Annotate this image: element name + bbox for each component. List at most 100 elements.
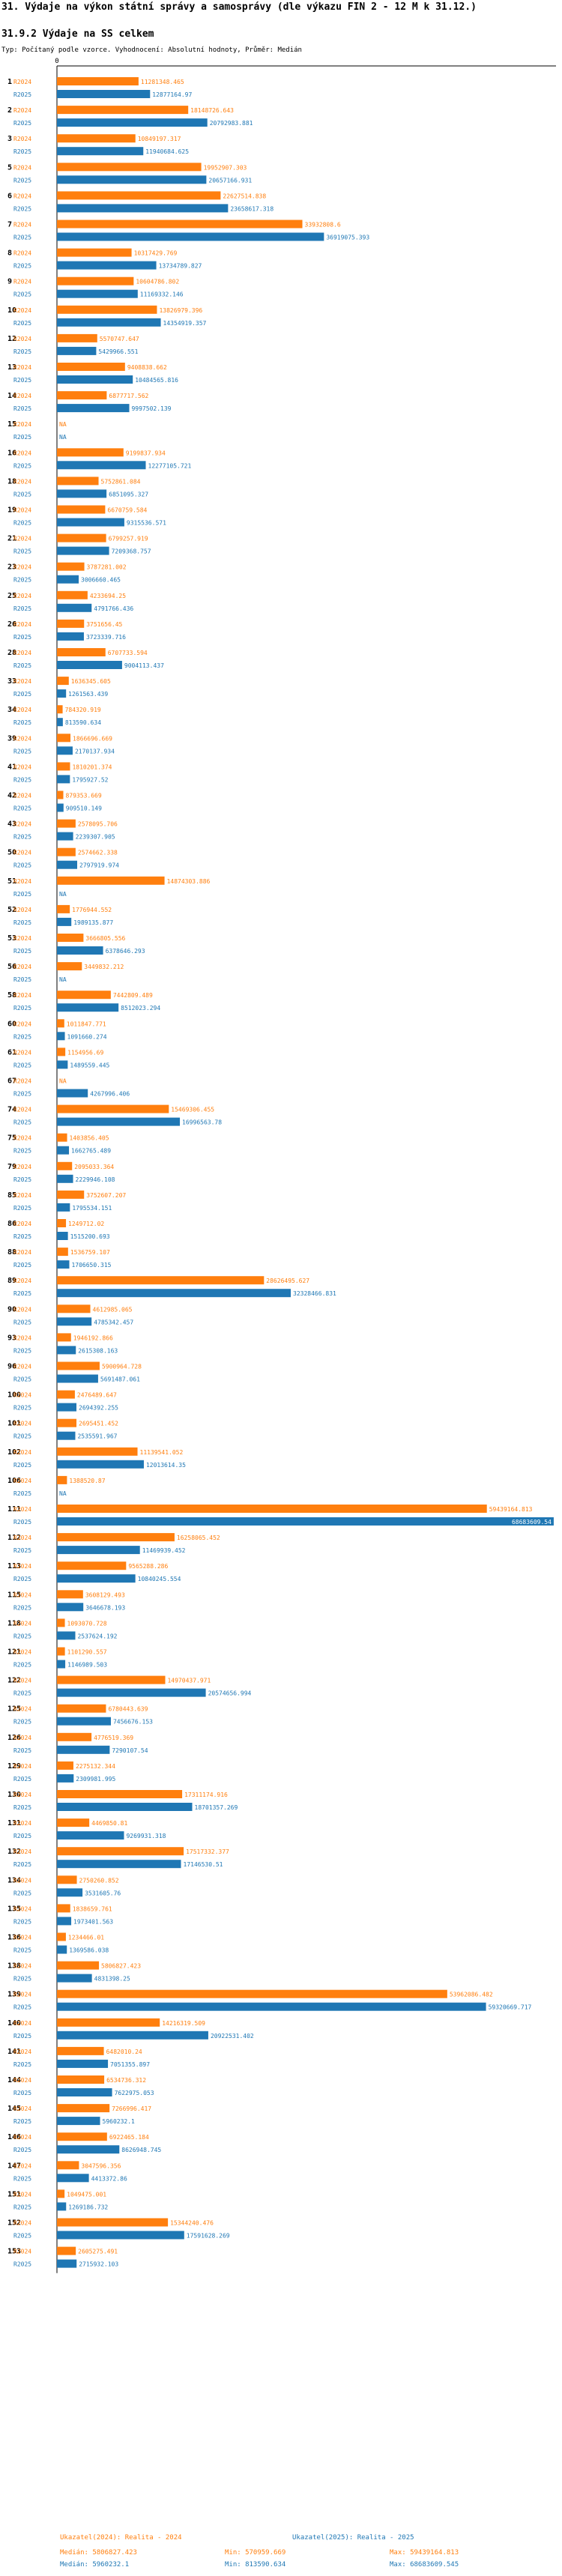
- legend-r2025: Ukazatel(2025): Realita - 2025: [292, 2534, 414, 2542]
- category-label: 7: [7, 221, 12, 229]
- category-label: 121: [7, 1648, 21, 1657]
- category-label: 34: [7, 706, 16, 714]
- category-label: 28: [7, 649, 16, 657]
- page-title: 31. Výdaje na výkon státní správy a samo…: [1, 1, 477, 13]
- category-label: 25: [7, 592, 16, 600]
- category-label: 43: [7, 820, 16, 829]
- data-label: 1369586.038: [69, 1947, 109, 1954]
- data-label: 1489559.445: [70, 1062, 109, 1068]
- category-label: 85: [7, 1191, 16, 1200]
- series-label: R2024: [13, 1049, 31, 1056]
- data-label: 2605275.491: [78, 2249, 118, 2255]
- series-label: R2024: [13, 107, 31, 114]
- data-label: 5429966.551: [98, 348, 138, 355]
- bar-r2024: [57, 847, 76, 856]
- data-label: 3646678.193: [85, 1604, 125, 1611]
- data-label: 2229946.108: [76, 1176, 115, 1183]
- bar-r2024: [57, 363, 125, 371]
- data-label: 6707733.594: [108, 650, 148, 656]
- bar-r2025: [57, 632, 84, 641]
- data-label: 6922465.184: [109, 2134, 149, 2141]
- category-label: 8: [7, 250, 12, 258]
- category-label: 9: [7, 278, 12, 286]
- bar-r2025: [57, 1146, 70, 1155]
- bar-r2025: [57, 546, 109, 555]
- data-label: 1093070.728: [67, 1620, 107, 1627]
- series-label: R2024: [13, 992, 31, 999]
- bar-r2024: [57, 2189, 65, 2198]
- bar-r2024: [57, 391, 107, 400]
- chart-subtitle: 31.9.2 Výdaje na SS celkem: [1, 28, 154, 40]
- data-label: 3047596.356: [81, 2162, 121, 2169]
- series-label: R2025: [13, 520, 31, 527]
- category-label: 61: [7, 1048, 16, 1056]
- data-label: 3787281.002: [87, 564, 127, 571]
- data-label: 2170137.934: [75, 748, 115, 755]
- bar-r2025: [57, 1774, 74, 1783]
- data-label: 19952907.303: [204, 164, 247, 171]
- bar-r2025: [57, 917, 72, 926]
- category-label: 86: [7, 1220, 16, 1228]
- category-label: 5: [7, 163, 12, 172]
- series-label: R2024: [13, 393, 31, 399]
- data-label: 3608129.493: [85, 1591, 125, 1598]
- category-label: 10: [7, 306, 16, 315]
- bar-r2024: [57, 1190, 85, 1199]
- category-label: 126: [7, 1734, 21, 1742]
- bar-r2025: [57, 404, 130, 413]
- series-label: R2024: [13, 1192, 31, 1199]
- category-label: 60: [7, 1020, 16, 1028]
- series-label: R2025: [13, 1347, 31, 1354]
- category-label: 96: [7, 1363, 16, 1371]
- series-label: R2024: [13, 2134, 31, 2141]
- bar-r2024: [57, 619, 85, 628]
- series-label: R2025: [13, 891, 31, 898]
- category-label: 14: [7, 392, 16, 400]
- series-label: R2025: [13, 1519, 31, 1526]
- category-label: 145: [7, 2105, 21, 2113]
- series-label: R2024: [13, 964, 31, 970]
- bar-r2024: [57, 1904, 70, 1913]
- category-label: 41: [7, 763, 16, 771]
- data-label: 1838659.761: [73, 1905, 112, 1912]
- data-label: 1146989.503: [67, 1662, 107, 1669]
- category-label: 90: [7, 1305, 16, 1313]
- data-label: 5900964.728: [102, 1364, 142, 1370]
- category-label: 89: [7, 1277, 16, 1285]
- category-label: 134: [7, 1876, 21, 1884]
- category-label: 50: [7, 849, 16, 857]
- series-label: R2024: [13, 2105, 31, 2112]
- category-label: 53: [7, 934, 16, 943]
- data-label: 3723339.716: [86, 634, 126, 641]
- bar-r2025: [57, 346, 97, 355]
- data-label: 6851095.327: [109, 491, 148, 498]
- bar-r2024: [57, 1447, 138, 1456]
- category-label: 15: [7, 420, 16, 429]
- bar-r2024: [57, 677, 69, 686]
- series-label: R2025: [13, 691, 31, 698]
- bar-r2024: [57, 2246, 76, 2255]
- data-label: 2578095.706: [78, 821, 118, 828]
- category-label: 152: [7, 2219, 21, 2228]
- bar-r2024: [57, 562, 85, 571]
- series-label: R2025: [13, 348, 31, 355]
- bar-r2025: [57, 232, 324, 241]
- data-label: 4831398.25: [94, 1976, 130, 1983]
- category-label: 93: [7, 1334, 16, 1342]
- data-label: 10840245.554: [138, 1576, 181, 1582]
- data-label: 4791766.436: [94, 605, 133, 612]
- category-label: 122: [7, 1677, 21, 1685]
- data-label: 17146530.51: [184, 1861, 223, 1868]
- data-label: 9997502.139: [131, 405, 171, 412]
- series-label: R2024: [13, 193, 31, 199]
- data-label: 3752607.207: [86, 1192, 126, 1199]
- series-label: R2025: [13, 548, 31, 555]
- category-label: 146: [7, 2133, 21, 2141]
- bar-r2024: [57, 1418, 77, 1427]
- bar-r2024: [57, 1590, 83, 1599]
- data-label: 2694392.255: [79, 1405, 118, 1412]
- bar-r2025: [57, 661, 122, 669]
- series-label: R2024: [13, 1992, 31, 1998]
- data-label-missing: NA: [59, 434, 67, 441]
- bar-r2024: [57, 305, 157, 314]
